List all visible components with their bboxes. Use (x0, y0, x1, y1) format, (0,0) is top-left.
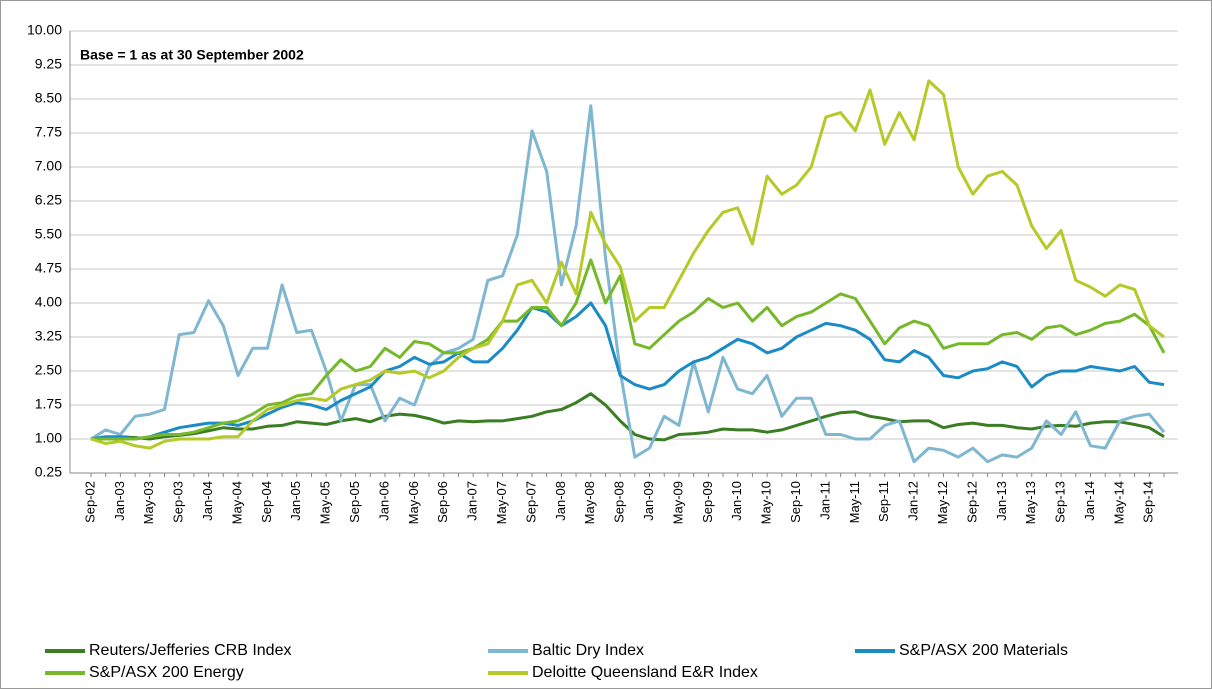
legend-label: Reuters/Jefferies CRB Index (89, 642, 291, 659)
x-tick-label: Sep-11 (876, 481, 891, 522)
y-tick-label: 7.00 (35, 158, 62, 174)
x-tick-label: Sep-13 (1053, 481, 1068, 523)
x-tick-label: Sep-02 (82, 481, 97, 523)
legend-label: S&P/ASX 200 Energy (89, 664, 244, 681)
y-tick-label: 6.25 (35, 192, 62, 208)
y-tick-label: 1.00 (35, 430, 62, 446)
x-tick-label: Sep-05 (347, 481, 362, 523)
x-tick-label: Jan-09 (641, 481, 656, 521)
y-tick-label: 5.50 (35, 226, 62, 242)
series-line (90, 301, 1165, 441)
x-tick-label: May-14 (1111, 481, 1126, 524)
legend-label: Deloitte Queensland E&R Index (532, 664, 758, 681)
x-tick-label: Jan-05 (288, 481, 303, 521)
x-tick-label: Sep-08 (612, 481, 627, 523)
x-tick-label: May-03 (141, 481, 156, 524)
x-tick-label: Sep-07 (523, 481, 538, 523)
x-tick-label: Sep-14 (1141, 481, 1156, 523)
y-tick-label: 9.25 (35, 56, 62, 72)
x-tick-label: Jan-03 (112, 481, 127, 521)
y-tick-label: 10.00 (27, 22, 62, 38)
x-tick-label: Sep-03 (171, 481, 186, 523)
x-tick-label: Sep-10 (788, 481, 803, 523)
series-line (90, 79, 1165, 450)
y-tick-label: 7.75 (35, 124, 62, 140)
x-tick-label: Sep-09 (700, 481, 715, 523)
x-tick-label: Jan-04 (200, 481, 215, 521)
x-tick-label: Sep-12 (964, 481, 979, 523)
legend-label: Baltic Dry Index (532, 642, 644, 659)
x-tick-label: May-05 (318, 481, 333, 524)
x-tick-label: Jan-07 (465, 481, 480, 521)
x-tick-label: May-12 (935, 481, 950, 524)
y-tick-label: 4.00 (35, 294, 62, 310)
y-tick-label: 4.75 (35, 260, 62, 276)
x-tick-label: May-07 (494, 481, 509, 524)
series-line (90, 104, 1166, 464)
legend-label: S&P/ASX 200 Materials (899, 642, 1068, 659)
x-tick-label: May-10 (759, 481, 774, 524)
x-tick-label: Jan-13 (994, 481, 1009, 521)
x-tick-label: May-11 (847, 481, 862, 523)
x-tick-label: Sep-04 (259, 481, 274, 523)
x-tick-label: Jan-12 (906, 481, 921, 521)
x-tick-label: May-04 (229, 481, 244, 524)
x-tick-label: May-13 (1023, 481, 1038, 524)
y-tick-label: 8.50 (35, 90, 62, 106)
x-tick-label: Jan-14 (1082, 481, 1097, 521)
y-tick-label: 0.25 (35, 464, 62, 480)
annotation: Base = 1 as at 30 September 2002 (80, 47, 304, 63)
y-tick-label: 2.50 (35, 362, 62, 378)
x-tick-label: May-09 (670, 481, 685, 524)
x-tick-label: Jan-08 (553, 481, 568, 521)
x-tick-label: May-06 (406, 481, 421, 524)
x-tick-label: Jan-06 (376, 481, 391, 521)
x-tick-label: Jan-10 (729, 481, 744, 521)
x-tick-label: Sep-06 (435, 481, 450, 523)
series-line (91, 258, 1166, 441)
y-tick-label: 1.75 (35, 396, 62, 412)
series-line (90, 392, 1165, 442)
y-tick-label: 3.25 (35, 328, 62, 344)
x-tick-label: Jan-11 (817, 481, 832, 520)
x-tick-label: May-08 (582, 481, 597, 524)
